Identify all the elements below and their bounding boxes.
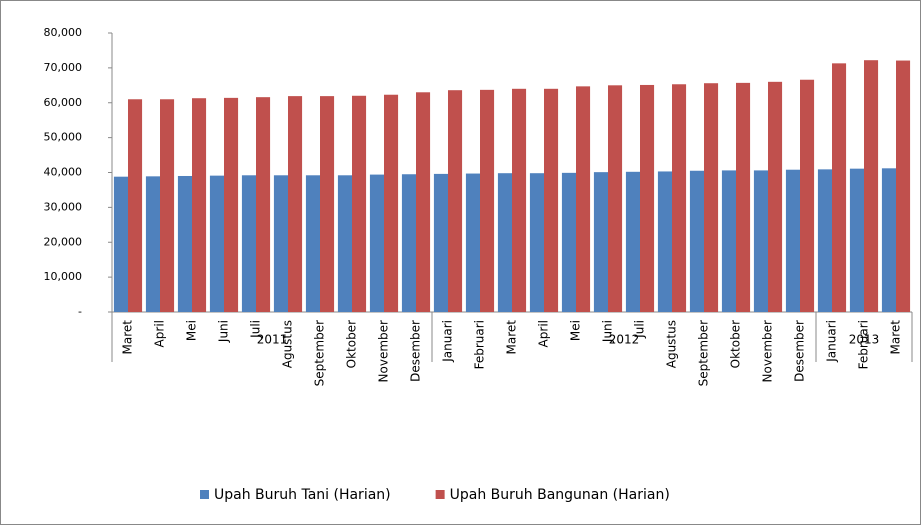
- bar: [768, 81, 783, 312]
- x-tick-label: November: [761, 320, 775, 382]
- bar: [817, 169, 832, 312]
- y-tick-label: 70,000: [44, 61, 83, 74]
- bar: [704, 83, 719, 312]
- group-label: 2012: [609, 333, 640, 347]
- bar: [401, 174, 416, 312]
- x-tick-label: Januari: [825, 320, 839, 363]
- bar: [849, 168, 864, 312]
- x-tick-label: April: [153, 320, 167, 347]
- y-tick-label: 40,000: [44, 166, 83, 179]
- x-tick-label: Desember: [793, 320, 807, 382]
- x-tick-label: November: [377, 320, 391, 382]
- x-tick-label: Maret: [505, 320, 519, 355]
- bar: [689, 170, 704, 312]
- bar: [608, 85, 623, 312]
- bar: [160, 99, 175, 312]
- bar: [288, 96, 303, 312]
- bar: [273, 175, 288, 312]
- bar: [800, 79, 815, 312]
- x-tick-label: Juli: [249, 320, 263, 339]
- y-tick-label: 30,000: [44, 200, 83, 213]
- bar: [113, 176, 128, 312]
- bar: [433, 173, 448, 312]
- bar: [672, 84, 687, 312]
- y-tick-label: 10,000: [44, 270, 83, 283]
- y-tick-label: 20,000: [44, 235, 83, 248]
- bar: [465, 173, 480, 312]
- legend-label: Upah Buruh Bangunan (Harian): [450, 487, 670, 503]
- bar: [209, 175, 224, 312]
- bar: [561, 172, 576, 312]
- legend-label: Upah Buruh Tani (Harian): [214, 487, 391, 503]
- bar: [625, 171, 640, 312]
- bar: [320, 96, 335, 312]
- bar: [864, 60, 879, 312]
- bar: [753, 170, 768, 312]
- x-tick-label: Maret: [121, 320, 135, 355]
- group-label: 2013: [849, 333, 880, 347]
- x-tick-label: Juli: [633, 320, 647, 339]
- bar: [369, 174, 384, 312]
- x-tick-label: Maret: [889, 320, 903, 355]
- bar: [576, 86, 591, 312]
- bar: [785, 169, 800, 312]
- x-tick-label: Agustus: [665, 320, 679, 368]
- bar: [736, 82, 751, 312]
- x-tick-label: Oktober: [729, 320, 743, 368]
- bar: [721, 170, 736, 312]
- x-tick-label: Mei: [185, 320, 199, 341]
- x-tick-label: Juni: [601, 320, 615, 343]
- bar: [896, 60, 911, 312]
- y-tick-label: 50,000: [44, 131, 83, 144]
- x-tick-label: Oktober: [345, 320, 359, 368]
- bar: [352, 95, 367, 313]
- x-tick-label: Agustus: [281, 320, 295, 368]
- bar: [241, 175, 256, 312]
- bar: [145, 176, 160, 312]
- bar: [529, 173, 544, 312]
- legend-swatch: [200, 490, 209, 499]
- x-tick-label: Januari: [441, 320, 455, 363]
- bar: [337, 175, 352, 312]
- x-tick-label: Juni: [217, 320, 231, 343]
- bar: [640, 84, 655, 313]
- x-tick-label: September: [697, 320, 711, 386]
- bar: [384, 94, 399, 312]
- bar: [305, 175, 320, 312]
- x-tick-label: Februari: [473, 320, 487, 369]
- x-tick-label: April: [537, 320, 551, 347]
- x-tick-label: Mei: [569, 320, 583, 341]
- bar: [256, 97, 271, 312]
- bar: [544, 88, 559, 312]
- group-label: 2011: [257, 333, 288, 347]
- legend-swatch: [435, 490, 445, 499]
- bar: [128, 99, 143, 312]
- x-tick-label: Desember: [409, 320, 423, 382]
- bar: [480, 89, 495, 312]
- x-tick-label: September: [313, 320, 327, 386]
- bar: [593, 172, 608, 312]
- bar: [657, 171, 672, 312]
- bar: [881, 168, 896, 312]
- y-tick-label: 80,000: [44, 26, 83, 39]
- y-tick-label: 60,000: [44, 96, 83, 109]
- x-tick-label: Februari: [857, 320, 871, 369]
- bar: [448, 90, 463, 312]
- bar: [832, 63, 847, 313]
- bar: [177, 175, 192, 312]
- bar: [224, 97, 239, 313]
- bar: [512, 88, 527, 312]
- bar: [192, 98, 207, 312]
- bar: [416, 92, 431, 312]
- y-tick-label: -: [78, 305, 82, 318]
- bar: [497, 173, 512, 312]
